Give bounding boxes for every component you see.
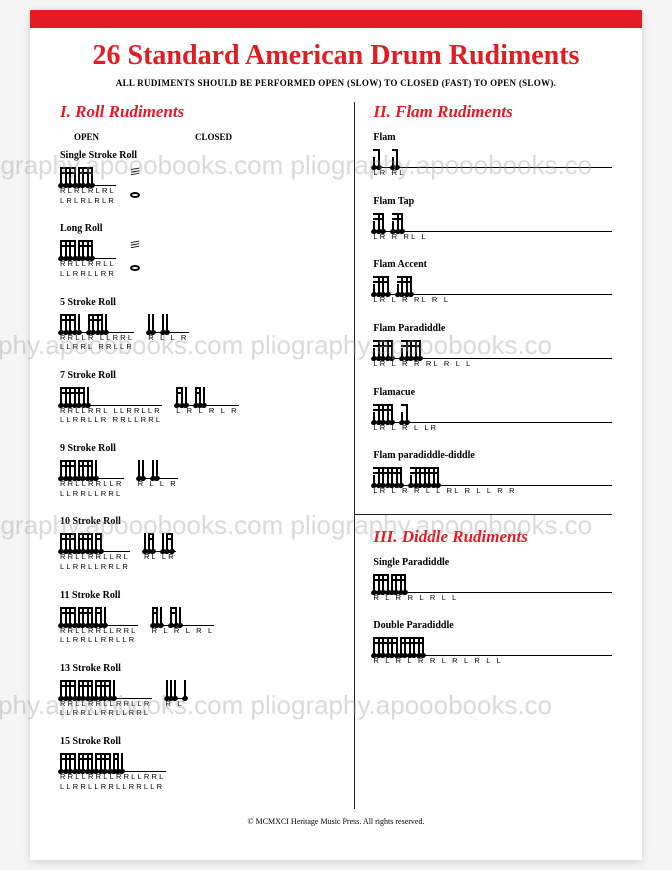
left-column: I. Roll Rudiments OPEN CLOSED Single Str… — [60, 102, 334, 809]
sticking-text: RL LR — [144, 553, 176, 562]
notation-closed — [130, 164, 144, 203]
notation-closed: L R L R L R — [176, 384, 239, 416]
rudiment-item: Flam paradiddle-diddle LR L R R L L RL R… — [373, 450, 612, 496]
rudiment-item: 9 Stroke Roll RRLLRRLLR LLRRLLRRL R L L … — [60, 443, 334, 498]
sticking-text: LLRRLLRRLLRRLLR — [60, 783, 166, 792]
rudiment-item: 15 Stroke Roll RRLLRRLLRRLLRRL LLRRLLRRL… — [60, 736, 334, 791]
column-headers: OPEN CLOSED — [60, 132, 334, 142]
sticking-text: LR RL — [373, 169, 612, 178]
rudiment-name: Double Paradiddle — [373, 620, 612, 631]
rudiment-name: Long Roll — [60, 223, 334, 234]
section-title-diddle: III. Diddle Rudiments — [373, 527, 612, 547]
rudiment-name: Flam Tap — [373, 196, 612, 207]
sticking-text: LRLRLRLR — [60, 197, 116, 206]
notation-open: RRLLRRL LLRRLLR LLRRLLR RRLLRRL — [60, 384, 162, 425]
sticking-text: RRLLRRLL — [60, 260, 116, 269]
page-container: 26 Standard American Drum Rudiments ALL … — [30, 10, 642, 860]
sticking-text: LLRRLLR RRLLRRL — [60, 416, 162, 425]
notation-open: RRLLRRLLR LLRRLLRRL — [60, 457, 124, 498]
section-title-flam: II. Flam Rudiments — [373, 102, 612, 122]
rudiment-name: Flamacue — [373, 387, 612, 398]
sticking-text: LR L R RL R L — [373, 296, 612, 305]
notation-open: RLRLRLRL LRLRLRLR — [60, 164, 116, 205]
rudiment-name: 11 Stroke Roll — [60, 590, 334, 601]
rudiment-item: Flam Paradiddle LR L R R RL R L L — [373, 323, 612, 369]
sticking-text: R L R L R R L R L R L L — [373, 657, 612, 666]
rudiment-item: Double Paradiddle R L R L R R L R L R L … — [373, 620, 612, 666]
notation-open: RRLLRRLLRRLLRRL LLRRLLRRLLRRLLR — [60, 750, 166, 791]
sticking-text: LLRRLLRRLLR — [60, 636, 138, 645]
notation-open: RRLLR LLRRL LLRRL RRLLR — [60, 311, 134, 352]
notation-closed: R L L R — [148, 311, 188, 343]
header-open: OPEN — [60, 132, 195, 142]
copyright-text: © MCMXCI Heritage Music Press. All right… — [30, 817, 642, 832]
rudiment-item: 7 Stroke Roll RRLLRRL LLRRLLR LLRRLLR RR… — [60, 370, 334, 425]
rudiment-item: Flam Accent LR L R RL R L — [373, 259, 612, 305]
sticking-text: LLRRLLRRLLRRL — [60, 709, 152, 718]
notation-open: RRLLRRLLRRLLR LLRRLLRRLLRRL — [60, 677, 152, 718]
sticking-text: LLRRL RRLLR — [60, 343, 134, 352]
rudiment-name: Flam — [373, 132, 612, 143]
sticking-text: R L L R — [148, 334, 188, 343]
sticking-text: LR L R L LR — [373, 424, 612, 433]
notation-open: RRLLRRLLRL LLRRLLRRLR — [60, 530, 130, 571]
notation-closed: R L R L R L — [152, 604, 215, 636]
rudiment-item: Flam LR RL — [373, 132, 612, 178]
rudiment-item: Single Stroke Roll RLRLRLRL LRLRLRLR — [60, 150, 334, 205]
page-title: 26 Standard American Drum Rudiments — [30, 40, 642, 72]
sticking-text: LR R RL L — [373, 233, 612, 242]
notation-open: RRLLRRLL LLRRLLRR — [60, 237, 116, 278]
page-subtitle: ALL RUDIMENTS SHOULD BE PERFORMED OPEN (… — [30, 78, 642, 88]
rudiment-item: Flamacue LR L R L LR — [373, 387, 612, 433]
rudiment-item: 11 Stroke Roll RRLLRRLLRRL LLRRLLRRLLR R… — [60, 590, 334, 645]
sticking-text: LLRRLLRRLR — [60, 563, 130, 572]
rudiment-name: 9 Stroke Roll — [60, 443, 334, 454]
rudiment-name: Flam Accent — [373, 259, 612, 270]
sticking-text: LLRRLLRRL — [60, 490, 124, 499]
notation-closed — [130, 237, 144, 276]
rudiment-name: Flam Paradiddle — [373, 323, 612, 334]
sticking-text: RRLLRRL LLRRLLR — [60, 407, 162, 416]
rudiment-item: Flam Tap LR R RL L — [373, 196, 612, 242]
rudiment-item: 13 Stroke Roll RRLLRRLLRRLLR LLRRLLRRLLR… — [60, 663, 334, 718]
rudiment-name: 13 Stroke Roll — [60, 663, 334, 674]
sticking-text: LLRRLLRR — [60, 270, 116, 279]
rudiment-name: 7 Stroke Roll — [60, 370, 334, 381]
right-column: II. Flam Rudiments Flam LR RL Flam Tap L… — [354, 102, 612, 809]
rudiment-name: 15 Stroke Roll — [60, 736, 334, 747]
rudiment-name: Flam paradiddle-diddle — [373, 450, 612, 461]
rudiment-item: Long Roll RRLLRRLL LLRRLLRR — [60, 223, 334, 278]
header-bar — [30, 10, 642, 28]
content-columns: I. Roll Rudiments OPEN CLOSED Single Str… — [30, 102, 642, 809]
rudiment-item: 5 Stroke Roll RRLLR LLRRL LLRRL RRLLR R … — [60, 297, 334, 352]
rudiment-item: Single Paradiddle R L R R L R L L — [373, 557, 612, 603]
header-closed: CLOSED — [195, 132, 232, 142]
rudiment-item: 10 Stroke Roll RRLLRRLLRL LLRRLLRRLR RL … — [60, 516, 334, 571]
section-title-roll: I. Roll Rudiments — [60, 102, 334, 122]
rudiment-name: Single Stroke Roll — [60, 150, 334, 161]
sticking-text: R L R R L R L L — [373, 594, 612, 603]
notation-closed: R L L R — [138, 457, 178, 489]
rudiment-name: Single Paradiddle — [373, 557, 612, 568]
section-divider — [355, 514, 612, 515]
rudiment-name: 10 Stroke Roll — [60, 516, 334, 527]
sticking-text: R L L R — [138, 480, 178, 489]
notation-closed: RL LR — [144, 530, 176, 562]
rudiment-name: 5 Stroke Roll — [60, 297, 334, 308]
sticking-text: LR L R R L L RL R L L R R — [373, 487, 612, 496]
sticking-text: RRLLRRLLRL — [60, 553, 130, 562]
notation-open: RRLLRRLLRRL LLRRLLRRLLR — [60, 604, 138, 645]
notation-closed: R L — [166, 677, 186, 709]
